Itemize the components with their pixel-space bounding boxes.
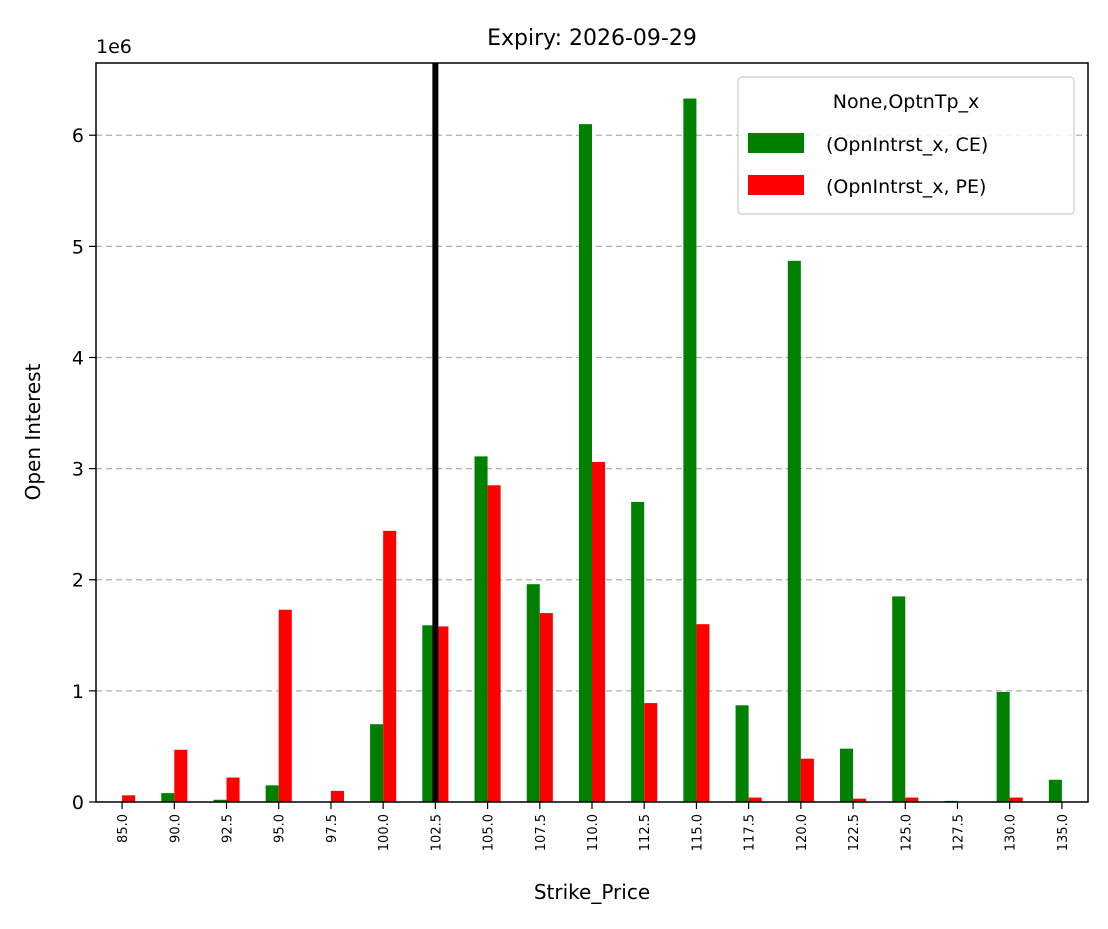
bar-ce xyxy=(370,724,383,802)
x-axis-label: Strike_Price xyxy=(534,880,650,904)
x-tick-label: 105.0 xyxy=(482,814,497,851)
x-tick-label: 102.5 xyxy=(429,814,444,851)
bar-pe xyxy=(540,613,553,802)
x-tick-label: 122.5 xyxy=(847,814,862,851)
bar-pe xyxy=(696,624,709,802)
y-tick-label: 4 xyxy=(72,347,84,369)
bar-ce xyxy=(892,596,905,802)
bar-pe xyxy=(644,703,657,802)
bar-ce xyxy=(683,99,696,802)
bar-pe xyxy=(592,462,605,802)
bar-pe xyxy=(331,791,344,802)
bar-ce xyxy=(527,584,540,802)
y-tick-label: 3 xyxy=(72,459,84,481)
x-tick-label: 120.0 xyxy=(795,814,810,851)
x-tick-label: 90.0 xyxy=(168,814,183,843)
x-tick-label: 100.0 xyxy=(377,814,392,851)
chart-title: Expiry: 2026-09-29 xyxy=(487,26,697,51)
bar-ce xyxy=(840,749,853,802)
x-tick-label: 95.0 xyxy=(273,814,288,843)
y-axis-label: Open Interest xyxy=(21,363,45,500)
y-tick-label: 2 xyxy=(72,570,84,592)
bar-pe xyxy=(488,485,501,802)
bar-ce xyxy=(788,261,801,802)
x-tick-label: 130.0 xyxy=(1004,814,1019,851)
legend-label-ce: (OpnIntrst_x, CE) xyxy=(826,134,988,156)
bar-pe xyxy=(279,610,292,802)
legend-title: None,OptnTp_x xyxy=(833,91,980,113)
bar-ce xyxy=(1049,780,1062,802)
bar-pe xyxy=(227,778,240,802)
bar-pe xyxy=(801,759,814,802)
x-tick-label: 92.5 xyxy=(221,814,236,843)
bar-ce xyxy=(266,785,279,802)
x-tick-label: 135.0 xyxy=(1056,814,1071,851)
bar-ce xyxy=(475,456,488,802)
legend-swatch-ce xyxy=(748,133,804,153)
y-tick-label: 5 xyxy=(72,236,84,258)
x-tick-label: 112.5 xyxy=(638,814,653,851)
bar-pe xyxy=(174,750,187,802)
y-tick-label: 0 xyxy=(72,792,84,814)
x-tick-label: 117.5 xyxy=(743,814,758,851)
x-tick-label: 127.5 xyxy=(951,814,966,851)
bar-ce xyxy=(736,705,749,802)
y-tick-label: 1 xyxy=(72,681,84,703)
bar-ce xyxy=(161,793,174,802)
legend: None,OptnTp_x (OpnIntrst_x, CE) (OpnIntr… xyxy=(738,77,1074,214)
x-tick-label: 115.0 xyxy=(690,814,705,851)
bar-ce xyxy=(631,502,644,802)
bar-pe xyxy=(122,795,135,802)
y-scale-label: 1e6 xyxy=(96,36,132,58)
x-axis: 85.0 90.0 92.5 95.0 97.5 100.0 102.5 105.0 107.5… xyxy=(116,802,1071,851)
x-tick-label: 97.5 xyxy=(325,814,340,843)
y-tick-label: 6 xyxy=(72,125,84,147)
bar-ce xyxy=(997,692,1010,802)
y-axis: 0 1 2 3 4 5 6 xyxy=(72,125,96,814)
legend-label-pe: (OpnIntrst_x, PE) xyxy=(826,176,986,198)
x-tick-label: 107.5 xyxy=(534,814,549,851)
bar-pe xyxy=(383,531,396,802)
bar-ce xyxy=(579,124,592,802)
legend-swatch-pe xyxy=(748,175,804,195)
x-tick-label: 110.0 xyxy=(586,814,601,851)
x-tick-label: 125.0 xyxy=(899,814,914,851)
x-tick-label: 85.0 xyxy=(116,814,131,843)
